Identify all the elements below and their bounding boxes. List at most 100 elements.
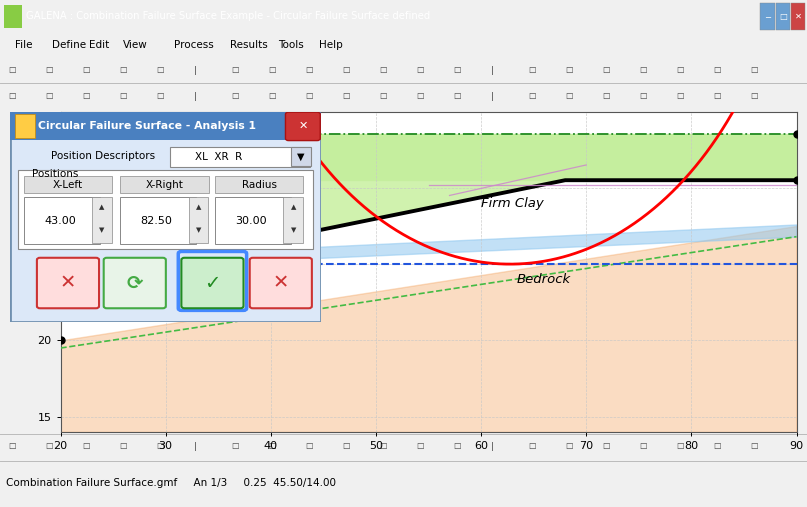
Text: ☐: ☐ <box>342 92 349 101</box>
Text: Position Descriptors: Position Descriptors <box>51 151 155 161</box>
Text: ▼: ▼ <box>196 228 201 233</box>
Text: ☐: ☐ <box>268 66 275 76</box>
Text: 43.00: 43.00 <box>44 215 76 226</box>
Text: X-Right: X-Right <box>145 179 183 190</box>
Text: ☐: ☐ <box>751 92 758 101</box>
Text: ☐: ☐ <box>157 66 164 76</box>
Text: ☐: ☐ <box>82 66 90 76</box>
Text: ☐: ☐ <box>8 66 15 76</box>
Text: X-Left: X-Left <box>53 179 83 190</box>
Text: ☐: ☐ <box>305 92 312 101</box>
Text: ☐: ☐ <box>119 92 127 101</box>
Text: ☐: ☐ <box>416 442 424 451</box>
Text: ▲: ▲ <box>196 204 201 210</box>
Text: ☐: ☐ <box>119 66 127 76</box>
FancyBboxPatch shape <box>19 170 313 249</box>
Text: 82.50: 82.50 <box>140 215 173 226</box>
Text: Process: Process <box>174 40 213 50</box>
FancyBboxPatch shape <box>215 176 303 193</box>
Text: ☐: ☐ <box>416 92 424 101</box>
Text: ☐: ☐ <box>342 66 349 76</box>
Text: ▼: ▼ <box>99 228 105 233</box>
Text: ☐: ☐ <box>528 66 535 76</box>
FancyBboxPatch shape <box>286 112 320 140</box>
Text: ☐: ☐ <box>454 66 461 76</box>
Text: ☐: ☐ <box>416 66 424 76</box>
Text: |: | <box>194 66 197 76</box>
Text: ☐: ☐ <box>45 66 52 76</box>
Text: ✕: ✕ <box>273 273 289 293</box>
Text: ☐: ☐ <box>45 92 52 101</box>
Text: Tools: Tools <box>278 40 304 50</box>
Text: ✕: ✕ <box>795 12 801 21</box>
Text: Results: Results <box>230 40 268 50</box>
Text: GALENA : Combination Failure Surface Example - Circular Failure Surface defined: GALENA : Combination Failure Surface Exa… <box>26 12 430 21</box>
FancyBboxPatch shape <box>19 117 329 327</box>
Text: ☐: ☐ <box>751 66 758 76</box>
Text: ☐: ☐ <box>379 66 387 76</box>
FancyBboxPatch shape <box>291 148 311 166</box>
Text: ☐: ☐ <box>528 92 535 101</box>
Text: ✕: ✕ <box>60 273 76 293</box>
Text: ☐: ☐ <box>713 92 721 101</box>
FancyBboxPatch shape <box>189 197 208 243</box>
Text: ☐: ☐ <box>676 66 684 76</box>
Text: Firm Clay: Firm Clay <box>481 197 544 209</box>
Text: Help: Help <box>319 40 342 50</box>
Text: ☐: ☐ <box>268 442 275 451</box>
Text: ☐: ☐ <box>268 92 275 101</box>
FancyBboxPatch shape <box>170 147 311 167</box>
FancyBboxPatch shape <box>10 112 321 322</box>
Text: File: File <box>15 40 32 50</box>
FancyBboxPatch shape <box>37 258 99 308</box>
Text: ☐: ☐ <box>305 442 312 451</box>
Text: ☐: ☐ <box>157 442 164 451</box>
Text: |: | <box>491 66 494 76</box>
Text: View: View <box>123 40 148 50</box>
Text: Positions: Positions <box>32 169 78 178</box>
Text: ☐: ☐ <box>676 92 684 101</box>
FancyBboxPatch shape <box>4 5 22 28</box>
Text: ☐: ☐ <box>565 66 572 76</box>
Text: Define: Define <box>52 40 86 50</box>
Text: ─: ─ <box>765 12 770 21</box>
Text: ☐: ☐ <box>379 442 387 451</box>
Text: ▲: ▲ <box>291 204 296 210</box>
Text: ☐: ☐ <box>602 442 609 451</box>
Text: ☐: ☐ <box>45 442 52 451</box>
Text: Edit: Edit <box>89 40 109 50</box>
Text: ⟳: ⟳ <box>127 273 143 293</box>
Text: ☐: ☐ <box>8 92 15 101</box>
Text: |: | <box>491 92 494 101</box>
Text: ☐: ☐ <box>676 442 684 451</box>
Text: 30.00: 30.00 <box>236 215 267 226</box>
Text: ☐: ☐ <box>602 92 609 101</box>
FancyBboxPatch shape <box>182 258 244 308</box>
Text: |: | <box>194 92 197 101</box>
Text: ☐: ☐ <box>639 66 646 76</box>
FancyBboxPatch shape <box>215 197 291 244</box>
Text: ☐: ☐ <box>713 442 721 451</box>
Text: ☐: ☐ <box>602 66 609 76</box>
FancyBboxPatch shape <box>23 197 100 244</box>
Text: ☐: ☐ <box>82 442 90 451</box>
Text: ☐: ☐ <box>454 442 461 451</box>
FancyBboxPatch shape <box>760 3 775 30</box>
Text: ☐: ☐ <box>231 442 238 451</box>
FancyBboxPatch shape <box>92 197 112 243</box>
FancyBboxPatch shape <box>23 176 112 193</box>
Text: ☐: ☐ <box>342 442 349 451</box>
Text: ☐: ☐ <box>379 92 387 101</box>
Text: XL  XR  R: XL XR R <box>195 152 243 162</box>
Text: ☐: ☐ <box>713 66 721 76</box>
FancyBboxPatch shape <box>120 197 196 244</box>
Text: ☐: ☐ <box>454 92 461 101</box>
Text: ☐: ☐ <box>639 442 646 451</box>
Text: □: □ <box>779 12 787 21</box>
Text: ☐: ☐ <box>565 92 572 101</box>
Text: |: | <box>194 442 197 451</box>
Text: ☐: ☐ <box>157 92 164 101</box>
Text: ✓: ✓ <box>204 273 220 293</box>
Text: Radius: Radius <box>241 179 277 190</box>
Text: ☐: ☐ <box>231 92 238 101</box>
